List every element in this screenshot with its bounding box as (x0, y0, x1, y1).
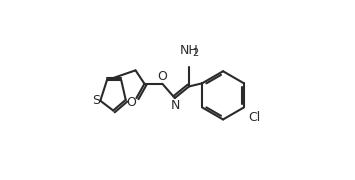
Text: 2: 2 (193, 48, 199, 58)
Text: NH: NH (180, 44, 198, 57)
Text: O: O (126, 96, 136, 109)
Text: N: N (171, 99, 180, 112)
Text: Cl: Cl (248, 111, 260, 124)
Text: S: S (92, 94, 100, 107)
Text: O: O (157, 70, 167, 83)
